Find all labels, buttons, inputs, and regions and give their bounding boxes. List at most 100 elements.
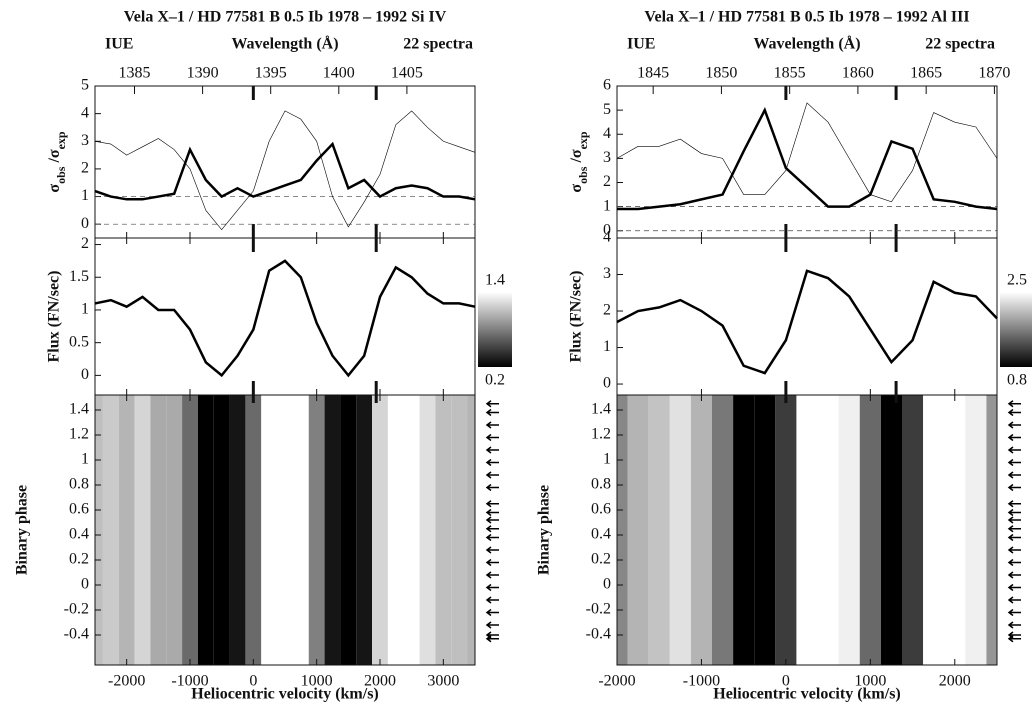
phase-arrow (485, 596, 499, 604)
wavelength-tick-label: 1865 (910, 65, 942, 82)
phase-axis-label: Binary phase (536, 485, 553, 575)
dynamic-spectrum-stripe (182, 395, 198, 665)
phase-tick-label: 0.2 (69, 551, 89, 568)
sigma-axis-label: σobs /σexp (46, 131, 68, 193)
panel-frame (94, 85, 476, 239)
sigma-tick-label: 3 (81, 132, 89, 149)
dynamic-spectrum-stripe (95, 395, 103, 665)
wavelength-tick-label: 1390 (187, 65, 219, 82)
dynamic-spectrum-stripe (356, 395, 373, 665)
phase-arrow (1007, 583, 1021, 592)
flux-tick-label: 0 (81, 366, 89, 383)
dynamic-spectrum-stripe (690, 395, 712, 665)
phase-arrow (485, 471, 499, 479)
phase-tick-label: 0.2 (591, 551, 611, 568)
phase-tick-label: 1 (603, 451, 611, 468)
dynamic-spectrum-stripe (627, 395, 649, 665)
panel-frame (616, 237, 998, 396)
spectra-count: 22 spectra (925, 36, 995, 53)
sigma-label-part: σ (568, 184, 585, 193)
sigma-tick-label: 2 (81, 160, 89, 177)
dynamic-spectrum-stripe (965, 395, 987, 665)
wavelength-tick-label: 1395 (255, 65, 287, 82)
phase-tick-label: 0 (603, 576, 611, 593)
phase-arrow (485, 500, 499, 508)
sigma-tick-label: 1 (81, 187, 89, 204)
sigma-label-part: /σ (46, 149, 63, 166)
phase-arrow (485, 508, 499, 517)
x-tick-label: -1000 (171, 673, 208, 690)
wavelength-tick-label: 1860 (842, 65, 874, 82)
flux-tick-label: 4 (603, 229, 611, 246)
phase-tick-label: 1 (81, 451, 89, 468)
phase-arrow (1007, 596, 1021, 604)
dynamic-spectrum-stripe (102, 395, 119, 665)
wavelength-tick-label: 1845 (637, 65, 669, 82)
phase-tick-label: 1.4 (69, 401, 89, 418)
dynamic-spectrum-stripe (292, 395, 309, 665)
phase-arrow (1007, 400, 1021, 408)
dynamic-spectrum-stripe (419, 395, 436, 665)
flux-curve (616, 269, 998, 375)
sigma-curve (617, 107, 998, 211)
dynamic-spectrum-stripe (902, 395, 924, 665)
flux-tick-label: 1 (603, 338, 611, 355)
wavelength-tick-label: 1385 (118, 65, 150, 82)
flux-tick-label: 1.5 (69, 268, 89, 285)
dynamic-spectrum-stripe (372, 395, 388, 665)
dynamic-spectrum-stripe (648, 395, 670, 665)
sigma-label-part: /σ (568, 149, 585, 166)
phase-arrow (485, 546, 499, 554)
sigma-curve (94, 141, 476, 201)
phase-arrow (485, 631, 499, 639)
dynamic-spectrum-stripe (340, 395, 357, 665)
x-tick-label: 1000 (854, 673, 886, 690)
x-tick-label: 2000 (364, 673, 396, 690)
phase-arrow (485, 408, 499, 417)
colorbar-min: 0.2 (485, 372, 505, 389)
flux-axis-label: Flux (FN/sec) (568, 271, 585, 363)
dynamic-spectrum-stripe (229, 395, 246, 665)
top-axis-label: Wavelength (Å) (231, 35, 338, 53)
instrument-label: IUE (627, 36, 655, 53)
colorbar (1000, 292, 1032, 367)
dynamic-spectrum-stripe (435, 395, 452, 665)
phase-arrow (485, 621, 499, 629)
phase-tick-label: 0.4 (591, 526, 611, 543)
phase-arrow (485, 400, 499, 408)
phase-arrow (1007, 433, 1021, 442)
x-tick-label: -2000 (598, 673, 635, 690)
x-tick-label: 0 (249, 673, 257, 690)
flux-axis-label: Flux (FN/sec) (46, 271, 63, 363)
phase-arrow (1007, 546, 1021, 554)
sigma-label-part: obs (576, 166, 590, 184)
dynamic-spectrum-stripe (775, 395, 797, 665)
wavelength-tick-label: 1855 (774, 65, 806, 82)
dynamic-spectrum-stripe (796, 395, 818, 665)
x-axis-label: Heliocentric velocity (km/s) (191, 686, 379, 703)
wavelength-tick-label: 1850 (705, 65, 737, 82)
phase-arrow (485, 433, 499, 442)
phase-arrow (1007, 421, 1021, 429)
colorbar (478, 292, 512, 367)
flux-tick-label: 2 (81, 235, 89, 252)
sigma-curve (616, 102, 998, 203)
dynamic-spectrum-stripe (308, 395, 325, 665)
sigma-tick-label: 0 (603, 221, 611, 238)
sigma-tick-label: 5 (603, 101, 611, 118)
dynamic-spectrum-stripe (838, 395, 860, 665)
sigma-label-part: exp (576, 131, 590, 149)
panel-frame (94, 394, 476, 666)
dynamic-spectrum-stripe (118, 395, 135, 665)
phase-arrow (1007, 608, 1021, 617)
phase-arrow (485, 525, 499, 533)
phase-arrow (1007, 446, 1021, 454)
phase-arrow (485, 533, 499, 542)
phase-tick-label: 0.6 (591, 501, 611, 518)
phase-arrow (1007, 500, 1021, 508)
phase-arrow (485, 608, 499, 617)
top-axis-label: Wavelength (Å) (753, 35, 860, 53)
flux-tick-label: 2 (603, 302, 611, 319)
dynamic-spectrum-stripe (754, 395, 776, 665)
